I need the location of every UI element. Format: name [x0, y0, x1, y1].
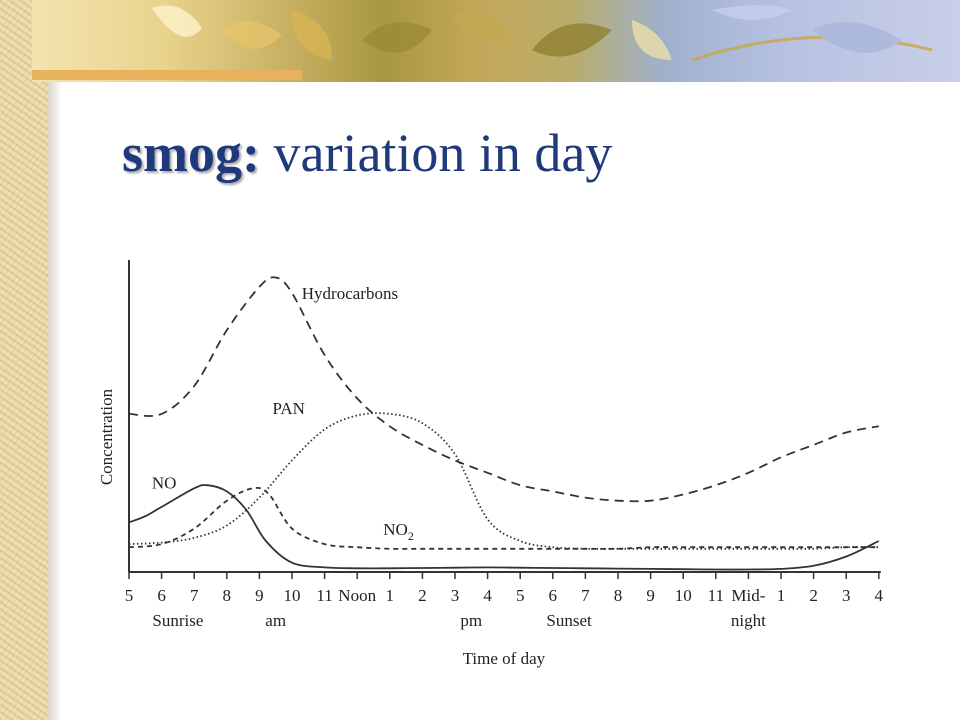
x-tick-label: 3 — [842, 586, 851, 605]
x-tick-label: 9 — [646, 586, 655, 605]
x-tick-label: 6 — [157, 586, 166, 605]
x-tick-label: 6 — [549, 586, 558, 605]
series-line-no — [128, 484, 880, 571]
series-label-no: NO — [152, 473, 177, 492]
x-tick-label: 4 — [875, 586, 884, 605]
series-label-no2: NO2 — [383, 520, 414, 543]
leaf-shapes — [152, 5, 933, 62]
x-tick-label: 9 — [255, 586, 264, 605]
parchment-background — [0, 0, 48, 720]
series-line-no2 — [128, 487, 879, 550]
series-label-hydrocarbons: Hydrocarbons — [302, 284, 398, 303]
x-tick-label: 10 — [284, 586, 301, 605]
series-line-hydrocarbons — [128, 276, 879, 503]
x-tick-label: 3 — [451, 586, 460, 605]
slide-title: smog: variation in day — [122, 122, 612, 184]
x-tick-label: 5 — [516, 586, 525, 605]
x-tick-label: Noon — [338, 586, 376, 605]
x-tick-label: 8 — [614, 586, 623, 605]
x-tick-label: 1 — [386, 586, 395, 605]
x-tick-label: 7 — [581, 586, 590, 605]
y-axis-title: Concentration — [97, 388, 116, 485]
chart-panel: 5 6 7 8 9 10 11 Noon 1 2 3 4 5 6 7 8 9 10 11 Mid- 1 2 3 4 night … — [72, 232, 960, 670]
series-label-pan: PAN — [272, 399, 304, 418]
x-tick-label: 2 — [418, 586, 427, 605]
period-label: Sunrise — [152, 611, 203, 630]
decorative-banner — [32, 0, 960, 82]
slide-edge-shadow — [48, 80, 62, 720]
x-tick-label: 2 — [809, 586, 818, 605]
concentration-chart: 5 6 7 8 9 10 11 Noon 1 2 3 4 5 6 7 8 9 10 11 Mid- 1 2 3 4night … — [97, 260, 884, 668]
x-tick-label: 8 — [223, 586, 232, 605]
x-tick-label-line2: night — [731, 611, 766, 630]
x-tick-label: Mid- — [731, 586, 765, 605]
x-tick-label: 1 — [777, 586, 786, 605]
x-tick-label: 7 — [190, 586, 199, 605]
period-label: am — [265, 611, 286, 630]
period-label: pm — [460, 611, 482, 630]
series-layer — [128, 276, 880, 571]
x-tick-label: 5 — [125, 586, 134, 605]
leaf-pattern-graphic — [152, 5, 933, 62]
x-tick-label: 4 — [483, 586, 492, 605]
chart-axes: 5 6 7 8 9 10 11 Noon 1 2 3 4 5 6 7 8 9 10 11 Mid- 1 2 3 4 night — [125, 260, 884, 630]
series-line-pan — [128, 412, 879, 550]
x-tick-label: 11 — [708, 586, 724, 605]
x-tick-label: 11 — [316, 586, 332, 605]
x-tick-label: 10 — [675, 586, 692, 605]
x-axis-title: Time of day — [463, 649, 546, 668]
banner-accent-bar — [32, 70, 302, 80]
title-text: variation in day — [259, 123, 613, 183]
period-label: Sunset — [546, 611, 592, 630]
title-keyword: smog: — [122, 123, 260, 183]
